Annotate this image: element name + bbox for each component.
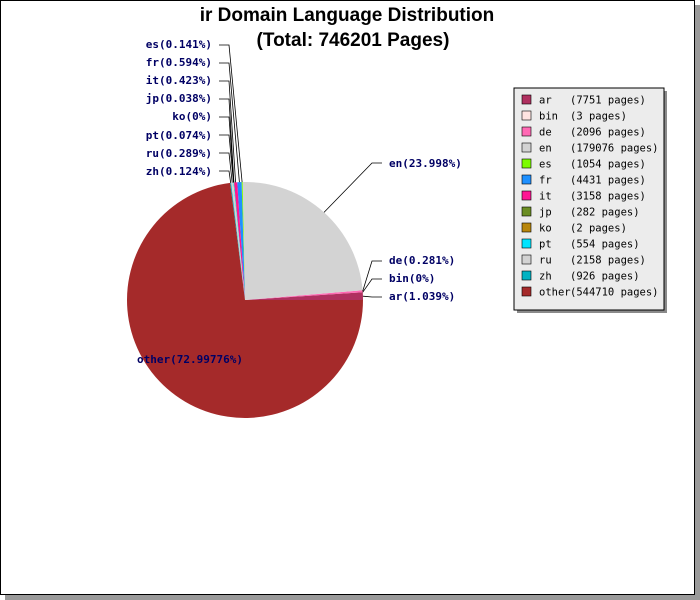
leader-line-bin [362, 278, 382, 293]
legend-swatch-zh [521, 270, 532, 281]
leader-line-de [362, 260, 382, 292]
pie-slice-pt [233, 182, 245, 300]
pie-label-other: other(72.99776%) [137, 353, 243, 366]
legend-name-other: other [539, 287, 571, 299]
pie-slices [126, 181, 363, 418]
leader-line-ar [362, 295, 382, 298]
legend-swatch-ar [521, 94, 532, 105]
pie-slice-es [241, 182, 245, 300]
legend-name-ar: ar [539, 95, 552, 107]
legend-name-ru: ru [539, 255, 552, 267]
pie-label-es: es(0.141%) [146, 38, 212, 51]
legend-swatch-pt [521, 238, 532, 249]
leader-line-ko [219, 116, 235, 183]
pie-slice-jp [233, 182, 245, 300]
leader-line-zh [219, 170, 232, 183]
pie-slice-ru [231, 182, 245, 300]
pie-slice-de [245, 290, 363, 300]
pie-label-bin: bin(0%) [389, 272, 435, 285]
legend-count-es: (1054 pages) [570, 159, 646, 171]
legend-name-fr: fr [539, 175, 552, 187]
legend-name-en: en [539, 143, 552, 155]
legend-name-pt: pt [539, 239, 552, 251]
legend-swatch-other [521, 286, 532, 297]
pie-label-pt: pt(0.074%) [146, 129, 212, 142]
legend-count-jp: (282 pages) [570, 207, 640, 219]
legend-swatch-jp [521, 206, 532, 217]
pie-label-zh: zh(0.124%) [146, 165, 212, 178]
pie-label-ko: ko(0%) [172, 110, 212, 123]
pie-label-ar: ar(1.039%) [389, 290, 455, 303]
leader-line-es [219, 44, 243, 183]
chart-title: ir Domain Language Distribution [200, 5, 495, 26]
legend-count-ru: (2158 pages) [570, 255, 646, 267]
pie-leader-lines [219, 44, 382, 298]
legend-count-it: (3158 pages) [570, 191, 646, 203]
pie-label-ru: ru(0.289%) [146, 147, 212, 160]
legend-name-bin: bin [539, 111, 558, 123]
legend-name-de: de [539, 127, 552, 139]
pie-label-de: de(0.281%) [389, 254, 455, 267]
legend-swatch-bin [521, 110, 532, 121]
leader-line-pt [219, 134, 234, 183]
pie-labels: ar(1.039%) bin(0%) de(0.281%) en(23.998%) es… [137, 38, 462, 366]
legend-name-jp: jp [539, 207, 552, 219]
legend-name-zh: zh [539, 271, 552, 283]
chart-subtitle: (Total: 746201 Pages) [257, 30, 450, 51]
leader-line-it [219, 80, 236, 183]
legend-swatch-ko [521, 222, 532, 233]
legend-count-zh: (926 pages) [570, 271, 640, 283]
legend-name-ko: ko [539, 223, 552, 235]
pie-slice-ar [245, 292, 363, 300]
pie-label-it: it(0.423%) [146, 74, 212, 87]
pie-slice-fr [237, 182, 245, 300]
leader-line-fr [219, 62, 240, 183]
leader-line-jp [219, 98, 235, 183]
legend-box [513, 87, 665, 311]
legend-count-ko: (2 pages) [570, 223, 627, 235]
pie-slice-it [234, 182, 245, 300]
pie-label-en: en(23.998%) [389, 157, 462, 170]
pie-label-jp: jp(0.038%) [146, 92, 212, 105]
pie-slice-other [126, 182, 363, 418]
legend-name-it: it [539, 191, 552, 203]
legend-count-en: (179076 pages) [570, 143, 659, 155]
legend-count-other: (544710 pages) [570, 287, 659, 299]
legend-swatch-es [521, 158, 532, 169]
pie-label-fr: fr(0.594%) [146, 56, 212, 69]
legend-count-bin: (3 pages) [570, 111, 627, 123]
legend-swatch-ru [521, 254, 532, 265]
legend-count-ar: (7751 pages) [570, 95, 646, 107]
legend-count-fr: (4431 pages) [570, 175, 646, 187]
legend: ar (7751 pages) bin (3 pages) de (2096 pages)… [513, 87, 667, 313]
pie-slice-zh [230, 182, 245, 300]
pie-slice-en [242, 181, 363, 300]
legend-name-es: es [539, 159, 552, 171]
leader-line-ru [219, 152, 233, 183]
legend-count-de: (2096 pages) [570, 127, 646, 139]
legend-swatch-de [521, 126, 532, 137]
legend-swatch-fr [521, 174, 532, 185]
legend-swatch-it [521, 190, 532, 201]
legend-swatch-en [521, 142, 532, 153]
legend-count-pt: (554 pages) [570, 239, 640, 251]
leader-line-en [323, 162, 382, 213]
